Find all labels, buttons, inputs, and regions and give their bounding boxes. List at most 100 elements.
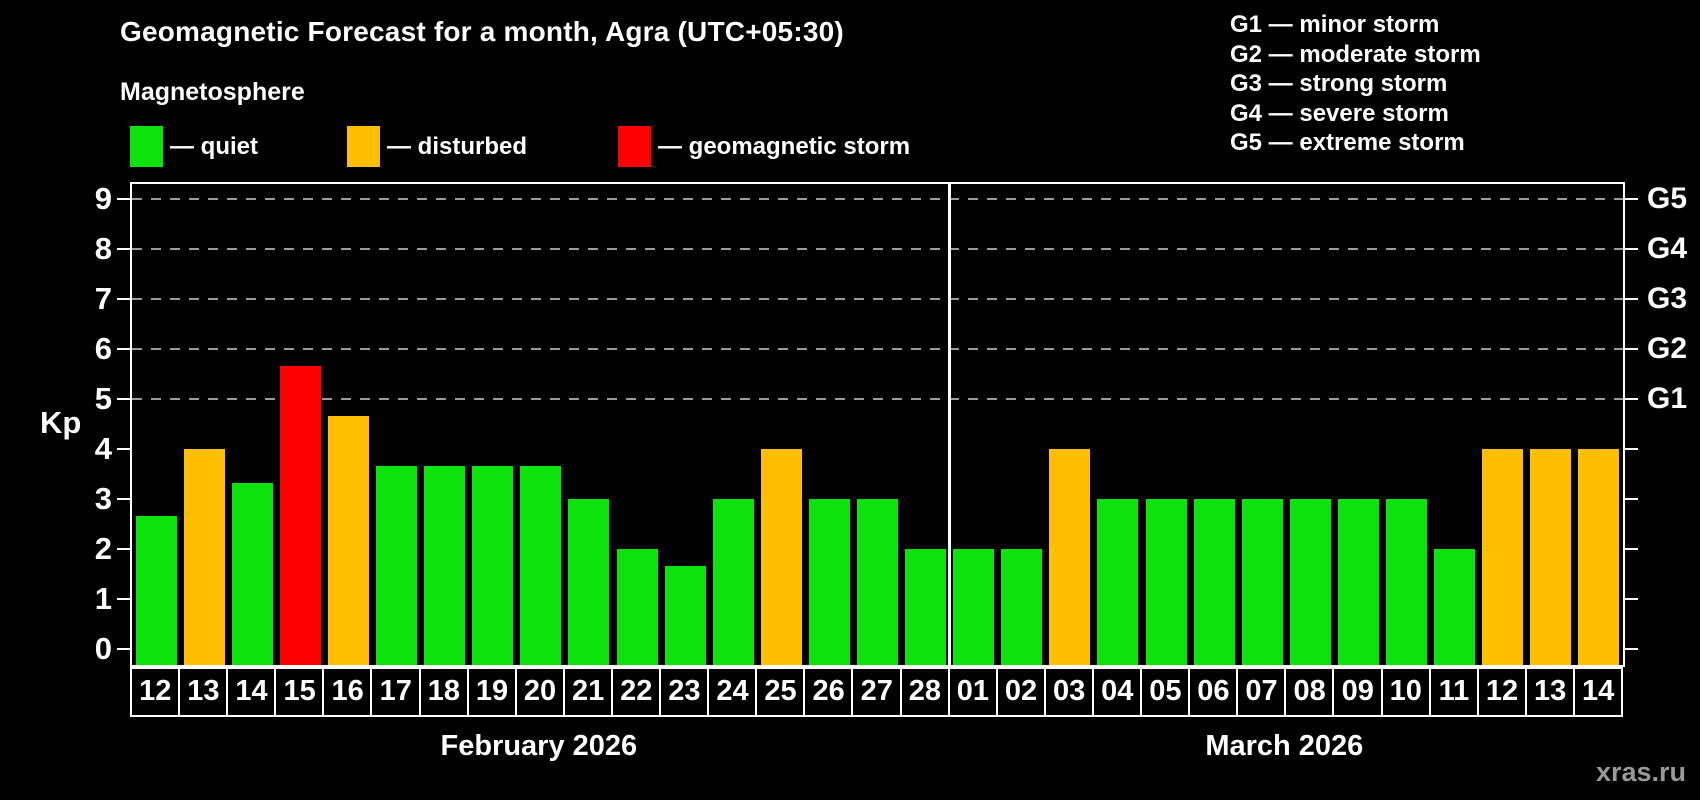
y-tick-label: 3 [94, 481, 112, 516]
kp-bar [1241, 499, 1283, 665]
g-legend-line: G1 — minor storm [1230, 11, 1440, 38]
month-divider [948, 184, 952, 665]
right-axis-tick [1625, 548, 1638, 550]
gridline-kp8 [132, 248, 1623, 250]
day-label: 27 [851, 667, 903, 717]
day-label: 24 [707, 667, 758, 717]
y-axis-title: Kp [40, 405, 82, 440]
y-axis-tick [117, 198, 130, 200]
kp-bar [1289, 499, 1331, 665]
y-axis-tick [117, 248, 130, 250]
day-label: 16 [322, 667, 373, 717]
kp-bar [135, 515, 177, 665]
day-label: 13 [1524, 667, 1576, 717]
kp-bar [1530, 449, 1572, 665]
g-level-label: G2 [1647, 332, 1688, 365]
y-axis-tick [117, 498, 130, 500]
day-label: 12 [1476, 667, 1528, 717]
kp-bar [664, 565, 706, 665]
day-label: 06 [1188, 667, 1239, 717]
gridline-kp5 [132, 398, 1623, 400]
kp-bar [376, 465, 418, 665]
y-tick-label: 1 [94, 581, 112, 616]
quiet-legend-swatch [130, 126, 163, 167]
y-tick-label: 4 [94, 431, 112, 466]
kp-bar [760, 449, 802, 665]
kp-bar [1001, 549, 1043, 665]
day-label: 13 [178, 667, 229, 717]
kp-bar [857, 499, 898, 665]
gridline-kp9 [132, 198, 1623, 200]
disturbed-legend-label: — disturbed [387, 133, 528, 160]
day-label: 26 [803, 667, 854, 717]
disturbed-legend-swatch [347, 126, 380, 167]
day-label: 19 [466, 667, 518, 717]
plot-area [130, 182, 1625, 667]
kp-bar [905, 549, 947, 665]
kp-bar [327, 415, 369, 665]
storm-legend-label: — geomagnetic storm [658, 133, 911, 160]
day-label: 14 [226, 667, 277, 717]
y-axis-tick [117, 598, 130, 600]
storm-legend-swatch [618, 126, 651, 167]
day-label: 11 [1428, 667, 1480, 717]
y-tick-label: 6 [94, 331, 112, 366]
kp-bar [1193, 499, 1235, 665]
y-tick-label: 0 [94, 631, 112, 666]
y-tick-label: 8 [94, 231, 112, 266]
chart-title: Geomagnetic Forecast for a month, Agra (… [120, 16, 844, 47]
y-axis-tick [117, 298, 130, 300]
y-axis-tick [117, 448, 130, 450]
day-label: 09 [1332, 667, 1383, 717]
y-tick-label: 2 [94, 531, 112, 566]
kp-bar [1482, 449, 1524, 665]
g-legend-line: G2 — moderate storm [1230, 40, 1481, 68]
kp-bar [1049, 449, 1091, 665]
day-label: 07 [1236, 667, 1287, 717]
g-legend-line: G5 — extreme storm [1230, 129, 1465, 157]
kp-bar [568, 499, 610, 665]
day-label: 23 [659, 667, 710, 717]
right-axis-tick [1625, 348, 1638, 350]
kp-bar [424, 465, 466, 665]
kp-bar [1337, 499, 1379, 665]
right-axis-tick [1625, 198, 1638, 200]
day-label: 22 [610, 667, 662, 717]
y-axis-tick [117, 648, 130, 650]
day-label: 18 [418, 667, 470, 717]
day-label: 25 [755, 667, 806, 717]
kp-bar [808, 499, 850, 665]
y-tick-label: 5 [94, 381, 112, 416]
y-axis-tick [117, 348, 130, 350]
right-axis-tick [1625, 648, 1638, 650]
day-label: 14 [1572, 667, 1624, 717]
day-label: 12 [130, 667, 181, 717]
y-tick-label: 7 [94, 281, 112, 316]
chart-subtitle: Magnetosphere [120, 78, 305, 106]
plot-inner [132, 184, 1623, 665]
right-axis-tick [1625, 498, 1638, 500]
g-level-label: G3 [1647, 282, 1688, 315]
day-label: 05 [1140, 667, 1191, 717]
g-level-label: G4 [1647, 232, 1688, 265]
right-axis-tick [1625, 248, 1638, 250]
kp-bar [1145, 499, 1187, 665]
gridline-kp7 [132, 298, 1623, 300]
kp-bar [279, 365, 321, 665]
day-label: 08 [1284, 667, 1335, 717]
right-axis-tick [1625, 298, 1638, 300]
day-label: 17 [370, 667, 422, 717]
quiet-legend-label: — quiet [170, 133, 258, 160]
kp-bar [1386, 499, 1428, 665]
g-scale-legend: G1 — minor storm G2 — moderate storm G3 … [1230, 10, 1481, 158]
gridline-kp6 [132, 348, 1623, 350]
g-level-label: G1 [1647, 382, 1688, 415]
kp-bar [616, 549, 658, 665]
day-label: 10 [1380, 667, 1432, 717]
day-label: 01 [947, 667, 999, 717]
kp-bar [712, 499, 754, 665]
month-label: February 2026 [440, 730, 638, 762]
g-legend-line: G3 — strong storm [1230, 70, 1448, 98]
day-label: 20 [514, 667, 566, 717]
